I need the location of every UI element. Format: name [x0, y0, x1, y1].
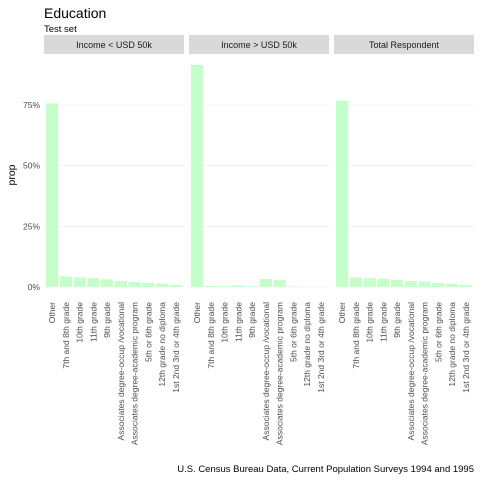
facet-panel: Total Respondent Other 7th and 8th grade 10…: [334, 35, 474, 445]
x-tick-label: 11th grade: [378, 302, 388, 342]
facet-panel: Income < USD 50k Other 7th and 8th grade 10…: [44, 35, 184, 445]
x-tick-label: 5th or 6th grade: [433, 302, 443, 362]
x-tick-label: Associates degree-academic program: [420, 302, 430, 445]
facet-strip: [334, 35, 474, 54]
x-tick-label: 9th grade: [392, 302, 402, 338]
chart-title: Education: [44, 5, 106, 21]
panel-background: [334, 56, 474, 297]
x-tick-label: 12th grade no diploma: [302, 302, 312, 387]
x-tick-label: 7th and 8th grade: [61, 302, 71, 369]
facet-strip-label: Total Respondent: [369, 40, 440, 50]
bar: [445, 283, 459, 287]
x-tick-label: 10th grade: [220, 302, 230, 343]
y-tick-label: 0%: [28, 282, 41, 292]
bar: [404, 280, 418, 287]
bar: [142, 282, 155, 287]
bar: [128, 281, 141, 287]
x-tick-label: 9th grade: [247, 302, 257, 338]
x-tick-label: Associates degree-occup /vocational: [406, 302, 416, 441]
bar: [87, 278, 100, 287]
bar: [363, 278, 376, 287]
x-tick-label: 10th grade: [365, 302, 375, 343]
x-tick-label: 9th grade: [102, 302, 112, 338]
bar: [169, 285, 182, 287]
bar: [336, 100, 349, 287]
bar: [349, 277, 363, 287]
y-tick-label: 50%: [23, 161, 40, 171]
bar: [46, 103, 59, 287]
x-tick-label: 1st 2nd 3rd or 4th grade: [316, 302, 326, 393]
x-tick-label: 1st 2nd 3rd or 4th grade: [461, 302, 471, 393]
bar: [273, 279, 286, 287]
bar: [377, 278, 390, 287]
x-tick-label: Other: [47, 302, 57, 323]
y-axis-title: prop: [6, 164, 18, 185]
x-tick-label: 7th and 8th grade: [351, 302, 361, 369]
x-tick-label: 12th grade no diploma: [447, 302, 457, 387]
bar: [390, 279, 404, 287]
bar: [245, 286, 259, 287]
x-tick-label: 10th grade: [75, 302, 85, 343]
x-tick-label: Other: [337, 302, 347, 323]
bar: [259, 278, 273, 287]
x-tick-label: 7th and 8th grade: [206, 302, 216, 369]
x-tick-label: Associates degree-academic program: [130, 302, 140, 445]
bar: [432, 282, 445, 287]
chart-caption: U.S. Census Bureau Data, Current Populat…: [177, 464, 474, 475]
bar: [459, 285, 472, 287]
panel-background: [189, 56, 329, 297]
bar: [155, 283, 169, 287]
panel-background: [44, 56, 184, 297]
x-tick-label: Associates degree-occup /vocational: [261, 302, 271, 441]
facet-strip: [189, 35, 329, 54]
facet-strip-label: Income > USD 50k: [221, 40, 297, 50]
bar: [100, 279, 114, 287]
bar: [59, 276, 73, 287]
x-tick-label: Other: [192, 302, 202, 323]
facet-panel: Income > USD 50k Other 7th and 8th grade 10…: [189, 35, 329, 445]
bar: [232, 285, 245, 287]
x-tick-label: Associates degree-academic program: [275, 302, 285, 445]
x-tick-label: 5th or 6th grade: [143, 302, 153, 362]
bar: [418, 281, 431, 287]
bar: [204, 286, 218, 287]
chart-subtitle: Test set: [44, 24, 77, 35]
x-tick-label: 1st 2nd 3rd or 4th grade: [171, 302, 181, 393]
bar: [218, 286, 231, 287]
x-tick-label: 11th grade: [233, 302, 243, 342]
x-tick-label: 11th grade: [88, 302, 98, 342]
facet-strip-label: Income < USD 50k: [76, 40, 152, 50]
x-tick-label: 12th grade no diploma: [157, 302, 167, 387]
bar: [114, 280, 128, 287]
y-tick-label: 25%: [23, 221, 40, 231]
x-tick-label: 5th or 6th grade: [288, 302, 298, 362]
y-tick-label: 75%: [23, 100, 40, 110]
facet-strip: [44, 35, 184, 54]
x-tick-label: Associates degree-occup /vocational: [116, 302, 126, 441]
bar: [191, 64, 204, 288]
facet-panels: 0% 25% 50% 75% Income < USD 50k Other 7th and …: [23, 35, 474, 445]
bar: [73, 277, 86, 287]
